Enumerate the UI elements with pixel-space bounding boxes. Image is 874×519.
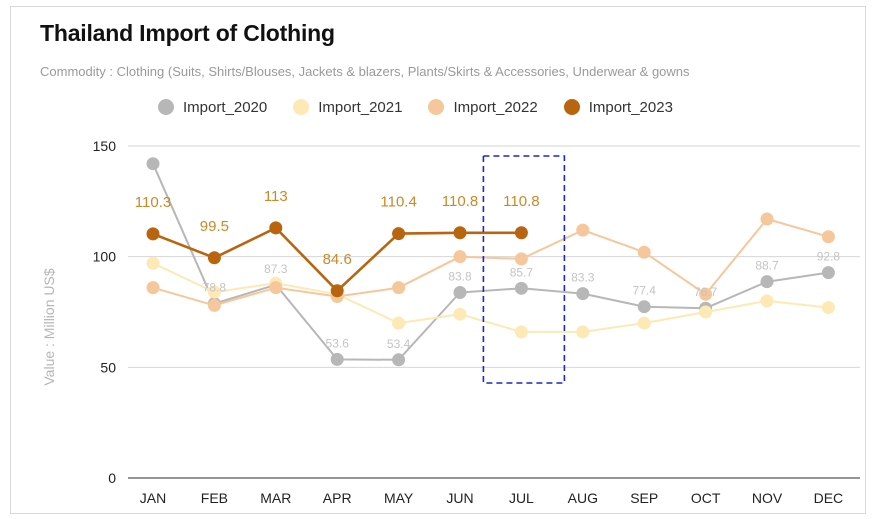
data-point-import_2020	[514, 281, 528, 295]
data-point-import_2023	[207, 251, 221, 265]
x-tick-label: AUG	[568, 490, 598, 506]
data-point-import_2023	[514, 226, 528, 240]
data-point-import_2023	[392, 227, 406, 241]
y-tick-label: 50	[100, 359, 116, 375]
data-point-import_2020	[576, 287, 590, 301]
data-point-import_2023	[269, 221, 283, 235]
y-tick-label: 150	[93, 138, 117, 154]
legend-item-2020[interactable]: Import_2020	[158, 99, 267, 116]
data-label-import-2020: 87.3	[264, 262, 288, 276]
data-label-import-2020: 53.4	[387, 337, 411, 351]
data-point-import_2022	[576, 223, 590, 237]
data-point-import_2021	[514, 325, 528, 339]
data-label-import-2020: 88.7	[755, 259, 779, 273]
data-label-import-2020: 83.3	[571, 271, 595, 285]
data-point-import_2021	[760, 294, 774, 308]
data-point-import_2021	[453, 307, 467, 321]
data-point-import_2021	[699, 305, 713, 319]
x-tick-label: OCT	[691, 490, 721, 506]
data-label-import-2020: 53.6	[326, 336, 350, 350]
data-label-import-2020: 92.8	[817, 250, 841, 264]
data-label-import-2020: 78.8	[203, 281, 227, 295]
data-point-import_2022	[637, 245, 651, 259]
y-tick-label: 0	[108, 470, 116, 486]
legend-label-2023: Import_2023	[588, 98, 673, 116]
data-point-import_2023	[453, 226, 467, 240]
x-tick-label: MAY	[384, 490, 414, 506]
legend-swatch-2022	[428, 99, 445, 115]
data-point-import_2022	[699, 287, 713, 301]
legend-swatch-2021	[293, 99, 310, 115]
legend-swatch-2023	[563, 99, 580, 115]
data-point-import_2022	[207, 298, 221, 312]
x-tick-label: FEB	[201, 490, 228, 506]
data-point-import_2021	[637, 316, 651, 330]
data-label-import-2023: 99.5	[200, 218, 229, 235]
series-line-import_2021	[152, 262, 829, 333]
legend-item-2021[interactable]: Import_2021	[293, 99, 402, 116]
x-tick-label: JAN	[140, 490, 166, 506]
series-line-import_2020	[152, 163, 829, 361]
x-tick-label: MAR	[260, 490, 291, 506]
data-label-import-2023: 110.8	[503, 193, 539, 210]
x-tick-label: JUN	[446, 490, 473, 506]
data-label-import-2020: 83.8	[448, 270, 472, 284]
data-point-import_2023	[330, 284, 344, 298]
chart-title: Thailand Import of Clothing	[40, 20, 335, 46]
data-point-import_2023	[146, 227, 160, 241]
data-point-import_2021	[392, 316, 406, 330]
data-label-import-2023: 84.6	[323, 251, 352, 268]
data-point-import_2022	[269, 281, 283, 295]
data-point-import_2020	[760, 275, 774, 289]
legend-item-2023[interactable]: Import_2023	[563, 98, 673, 116]
data-point-import_2022	[514, 252, 528, 266]
legend-label-2022: Import_2022	[453, 98, 538, 116]
data-point-import_2020	[392, 353, 406, 367]
data-point-import_2022	[821, 230, 835, 244]
data-label-import-2023: 113	[264, 188, 288, 205]
x-tick-label: JUL	[509, 490, 534, 506]
series-line-import_2022	[152, 218, 829, 307]
highlight-box-jul	[482, 155, 566, 384]
data-point-import_2021	[576, 325, 590, 339]
data-point-import_2020	[821, 266, 835, 280]
data-point-import_2022	[760, 212, 774, 226]
data-point-import_2020	[637, 300, 651, 314]
data-point-import_2021	[207, 285, 221, 299]
legend-item-2022[interactable]: Import_2022	[428, 98, 538, 116]
data-point-import_2020	[146, 157, 160, 171]
legend-label-2021: Import_2021	[318, 98, 403, 116]
data-label-import-2023: 110.3	[135, 194, 171, 211]
data-label-import-2023: 110.8	[442, 193, 478, 210]
x-tick-label: NOV	[752, 490, 783, 506]
data-label-import-2020: 85.7	[510, 265, 534, 279]
x-tick-label: APR	[323, 490, 352, 506]
y-tick-label: 100	[93, 249, 117, 265]
x-tick-label: DEC	[814, 490, 844, 506]
data-point-import_2020	[330, 352, 344, 366]
chart-subtitle: Commodity : Clothing (Suits, Shirts/Blou…	[40, 64, 690, 79]
chart-legend: Import_2020 Import_2021 Import_2022 Impo…	[158, 97, 673, 117]
data-point-import_2021	[146, 256, 160, 270]
data-point-import_2022	[146, 281, 160, 295]
data-label-import-2020: 76.7	[694, 285, 718, 299]
data-point-import_2021	[821, 301, 835, 315]
data-point-import_2022	[392, 281, 406, 295]
data-label-import-2020: 77.4	[633, 284, 657, 298]
data-point-import_2020	[453, 286, 467, 300]
data-label-import-2023: 110.4	[380, 194, 416, 211]
legend-swatch-2020	[158, 99, 174, 115]
data-point-import_2022	[453, 250, 467, 264]
legend-label-2020: Import_2020	[183, 98, 268, 116]
x-tick-label: SEP	[630, 490, 658, 506]
